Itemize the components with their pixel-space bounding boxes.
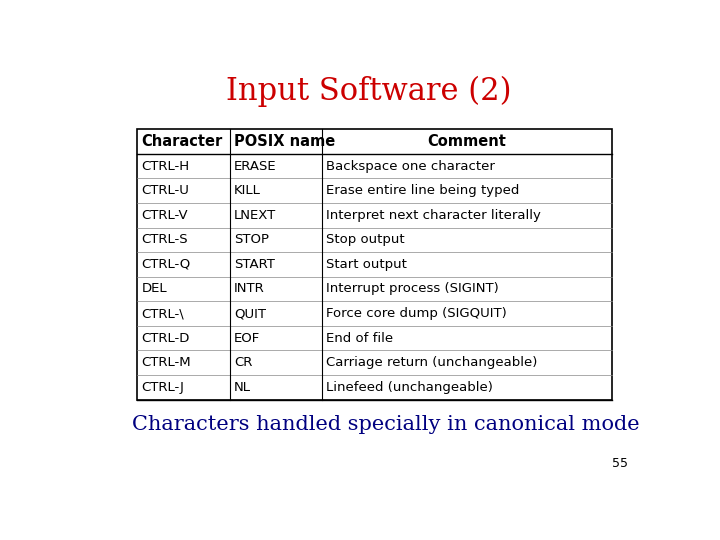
Bar [138, 178, 612, 203]
Text: NL: NL [234, 381, 251, 394]
Bar [138, 301, 612, 326]
Bar [138, 375, 612, 400]
Bar [138, 154, 612, 178]
Text: End of file: End of file [326, 332, 393, 345]
Bar [138, 326, 612, 350]
Text: ERASE: ERASE [234, 160, 276, 173]
Bar [138, 350, 612, 375]
Text: CTRL-H: CTRL-H [141, 160, 189, 173]
Bar [138, 252, 612, 276]
Text: Force core dump (SIGQUIT): Force core dump (SIGQUIT) [326, 307, 507, 320]
Text: CTRL-U: CTRL-U [141, 184, 189, 197]
Text: KILL: KILL [234, 184, 261, 197]
Bar [138, 129, 612, 154]
Text: 55: 55 [613, 457, 629, 470]
Text: CTRL-J: CTRL-J [141, 381, 184, 394]
Text: CTRL-\: CTRL-\ [141, 307, 184, 320]
Text: CTRL-V: CTRL-V [141, 209, 188, 222]
Text: CTRL-D: CTRL-D [141, 332, 189, 345]
Text: CTRL-M: CTRL-M [141, 356, 191, 369]
Text: CR: CR [234, 356, 252, 369]
Text: Erase entire line being typed: Erase entire line being typed [326, 184, 520, 197]
Text: Interpret next character literally: Interpret next character literally [326, 209, 541, 222]
Text: Character: Character [141, 134, 222, 149]
Text: LNEXT: LNEXT [234, 209, 276, 222]
Text: STOP: STOP [234, 233, 269, 246]
Text: CTRL-S: CTRL-S [141, 233, 188, 246]
Text: Start output: Start output [326, 258, 408, 271]
Text: CTRL-Q: CTRL-Q [141, 258, 191, 271]
Text: INTR: INTR [234, 282, 264, 295]
Text: Stop output: Stop output [326, 233, 405, 246]
Bar [138, 129, 612, 400]
Text: Interrupt process (SIGINT): Interrupt process (SIGINT) [326, 282, 499, 295]
Bar [138, 276, 612, 301]
Text: Input Software (2): Input Software (2) [226, 76, 512, 107]
Text: Characters handled specially in canonical mode: Characters handled specially in canonica… [132, 415, 639, 434]
Text: POSIX name: POSIX name [234, 134, 335, 149]
Text: Backspace one character: Backspace one character [326, 160, 495, 173]
Text: DEL: DEL [141, 282, 167, 295]
Text: START: START [234, 258, 275, 271]
Text: Linefeed (unchangeable): Linefeed (unchangeable) [326, 381, 493, 394]
Bar [138, 203, 612, 227]
Text: Comment: Comment [428, 134, 506, 149]
Bar [138, 227, 612, 252]
Text: EOF: EOF [234, 332, 260, 345]
Text: QUIT: QUIT [234, 307, 266, 320]
Text: Carriage return (unchangeable): Carriage return (unchangeable) [326, 356, 538, 369]
